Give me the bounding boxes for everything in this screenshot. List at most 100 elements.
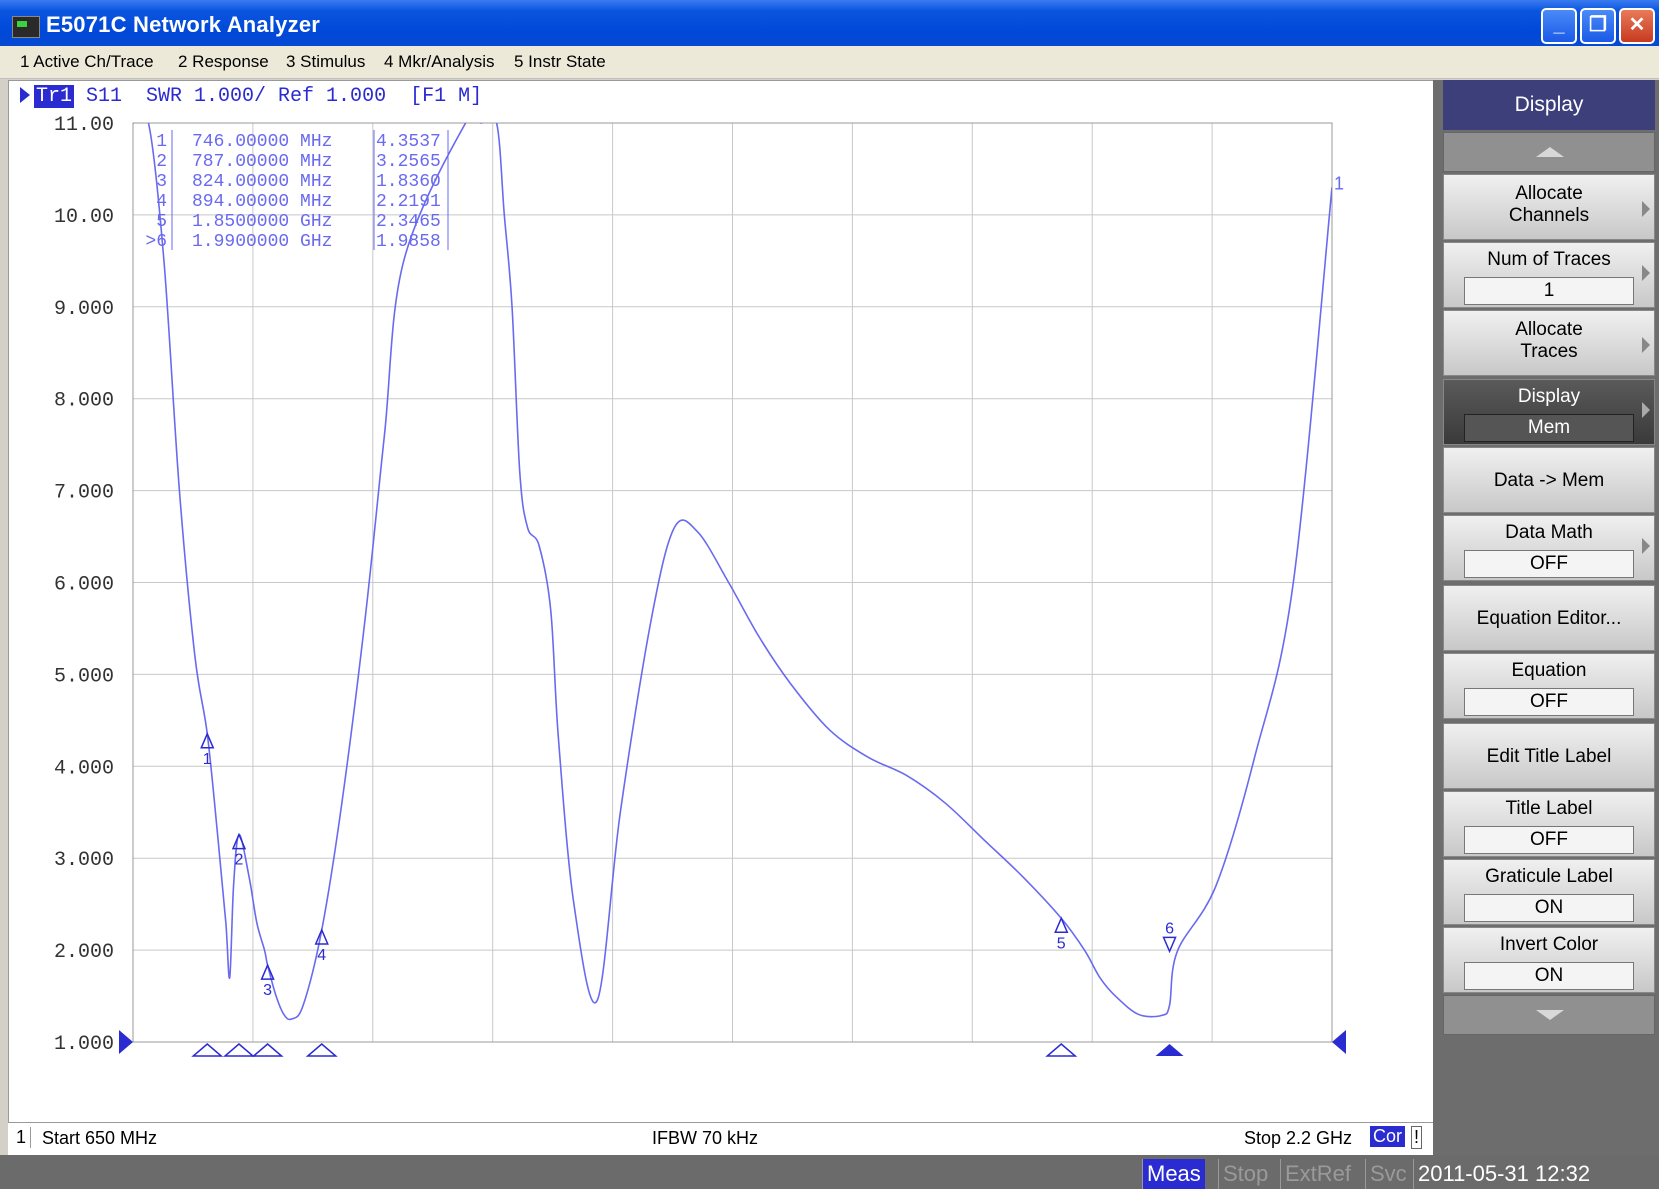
marker-axis-icon (191, 1043, 224, 1057)
scroll-up-icon (1536, 147, 1564, 157)
marker-readout-number: >6 (145, 232, 167, 252)
menu-active-ch-trace[interactable]: 1 Active Ch/Trace (20, 52, 154, 71)
softkey-data-to-mem[interactable]: Data -> Mem (1443, 447, 1655, 513)
y-tick-label: 6.000 (54, 574, 114, 597)
window-titlebar: E5071C Network Analyzer _ ❐ ✕ (0, 0, 1659, 54)
window-title: E5071C Network Analyzer (46, 12, 321, 37)
marker-on-trace-label: 2 (235, 852, 244, 869)
softkey-title-label[interactable]: Title Label OFF (1443, 791, 1655, 857)
submenu-arrow-icon (1642, 402, 1650, 418)
softkey-label: Allocate (1515, 319, 1583, 340)
marker-readout-value: 3.2565 (376, 152, 441, 172)
y-tick-label: 9.000 (54, 298, 114, 321)
reference-left-arrow-icon (119, 1030, 133, 1054)
menu-mkr-analysis[interactable]: 4 Mkr/Analysis (384, 52, 495, 71)
marker-on-trace-label: 4 (317, 947, 326, 964)
softkey-label: Data -> Mem (1493, 470, 1605, 491)
softkey-menu-title: Display (1443, 80, 1655, 130)
softkey-invert-color[interactable]: Invert Color ON (1443, 927, 1655, 993)
menu-stimulus[interactable]: 3 Stimulus (286, 52, 366, 71)
marker-axis-icon (251, 1043, 284, 1057)
trace-settings: S11 SWR 1.000/ Ref 1.000 [F1 M] (74, 85, 483, 108)
softkey-label: Allocate (1515, 183, 1583, 204)
marker-axis-icon (222, 1043, 256, 1057)
softkey-value: ON (1464, 894, 1634, 922)
softkey-edit-title-label[interactable]: Edit Title Label (1443, 723, 1655, 789)
y-tick-label: 5.000 (54, 665, 114, 688)
softkey-equation-editor[interactable]: Equation Editor... (1443, 585, 1655, 651)
channel-number[interactable]: 1 (12, 1127, 32, 1148)
softkey-label: Channels (1508, 205, 1590, 226)
softkey-equation[interactable]: Equation OFF (1443, 653, 1655, 719)
softkey-value: 1 (1464, 277, 1634, 305)
stop-indicator: Stop (1218, 1159, 1272, 1189)
svc-indicator: Svc (1365, 1159, 1411, 1189)
plot-frame (132, 122, 1333, 1043)
submenu-arrow-icon (1642, 337, 1650, 353)
softkey-data-math[interactable]: Data Math OFF (1443, 515, 1655, 581)
marker-on-trace-icon (200, 731, 215, 749)
marker-readout-value: 2.2191 (376, 192, 441, 212)
close-icon[interactable]: ✕ (1619, 8, 1655, 44)
marker-axis-active-icon (1155, 1044, 1184, 1056)
marker-readout-frequency: 1.8500000 GHz (192, 212, 332, 232)
softkey-label: Traces (1520, 341, 1578, 362)
menu-instr-state[interactable]: 5 Instr State (514, 52, 606, 71)
softkey-value: ON (1464, 962, 1634, 990)
scroll-up-button[interactable] (1443, 132, 1655, 172)
softkey-panel: Display Allocate Channels Num of Traces … (1433, 80, 1659, 1155)
softkey-graticule-label[interactable]: Graticule Label ON (1443, 859, 1655, 925)
stop-frequency[interactable]: Stop 2.2 GHz (1244, 1128, 1353, 1148)
y-tick-label: 3.000 (54, 849, 114, 872)
marker-readout-value: 4.3537 (376, 132, 441, 152)
grid-lines (132, 122, 1333, 1043)
scroll-down-icon (1536, 1010, 1564, 1020)
swr-chart: 11.00 10.00 9.000 8.000 7.000 6.000 5.000 4.000… (54, 114, 1346, 1057)
marker-axis-icon (1045, 1043, 1078, 1057)
marker-readout-value: 1.8360 (376, 172, 441, 192)
submenu-arrow-icon (1642, 201, 1650, 217)
marker-on-trace-label: 6 (1165, 920, 1174, 937)
marker-axis-icon (305, 1043, 338, 1057)
correction-badge: Cor (1370, 1126, 1406, 1147)
trace-header[interactable]: Tr1 S11 SWR 1.000/ Ref 1.000 [F1 M] (20, 85, 482, 108)
start-frequency[interactable]: Start 650 MHz (42, 1128, 158, 1148)
y-tick-label: 4.000 (54, 757, 114, 780)
meas-indicator: Meas (1142, 1159, 1205, 1189)
y-tick-label: 7.000 (54, 482, 114, 505)
marker-readout-number: 3 (156, 172, 167, 192)
softkey-value: OFF (1464, 826, 1634, 854)
restore-icon[interactable]: ❐ (1580, 8, 1616, 44)
submenu-arrow-icon (1642, 265, 1650, 281)
softkey-num-of-traces[interactable]: Num of Traces 1 (1443, 242, 1655, 308)
minimize-icon[interactable]: _ (1541, 8, 1577, 44)
y-tick-label: 11.00 (54, 114, 114, 137)
softkey-allocate-channels[interactable]: Allocate Channels (1443, 174, 1655, 240)
y-tick-label: 8.000 (54, 390, 114, 413)
trace-end-label: 1 (1334, 173, 1344, 193)
trace-line-s11 (133, 123, 1332, 1021)
softkey-label: Graticule Label (1485, 866, 1613, 887)
reference-right-arrow-icon (1332, 1030, 1346, 1054)
scroll-down-button[interactable] (1443, 995, 1655, 1035)
softkey-allocate-traces[interactable]: Allocate Traces (1443, 310, 1655, 376)
marker-readout-value: 2.3465 (376, 212, 441, 232)
ifbw-value[interactable]: IFBW 70 kHz (652, 1128, 759, 1148)
app-icon (12, 16, 40, 38)
marker-readout-frequency: 1.9900000 GHz (192, 232, 332, 252)
softkey-label: Display (1517, 386, 1581, 407)
marker-on-trace-icon (260, 963, 275, 980)
softkey-value: OFF (1464, 688, 1634, 716)
marker-readout-number: 1 (156, 132, 167, 152)
marker-readout-frequency: 894.00000 MHz (192, 192, 332, 212)
marker-on-trace-label: 3 (263, 982, 272, 999)
marker-readout-number: 5 (156, 212, 167, 232)
softkey-value: Mem (1464, 414, 1634, 442)
softkey-display[interactable]: Display Mem (1443, 379, 1655, 445)
marker-readout-frequency: 787.00000 MHz (192, 152, 332, 172)
marker-readout-number: 2 (156, 152, 167, 172)
plot-area[interactable] (8, 80, 1435, 1156)
marker-readout-frequency: 746.00000 MHz (192, 132, 332, 152)
menu-response[interactable]: 2 Response (178, 52, 269, 71)
softkey-label: Edit Title Label (1486, 746, 1612, 767)
